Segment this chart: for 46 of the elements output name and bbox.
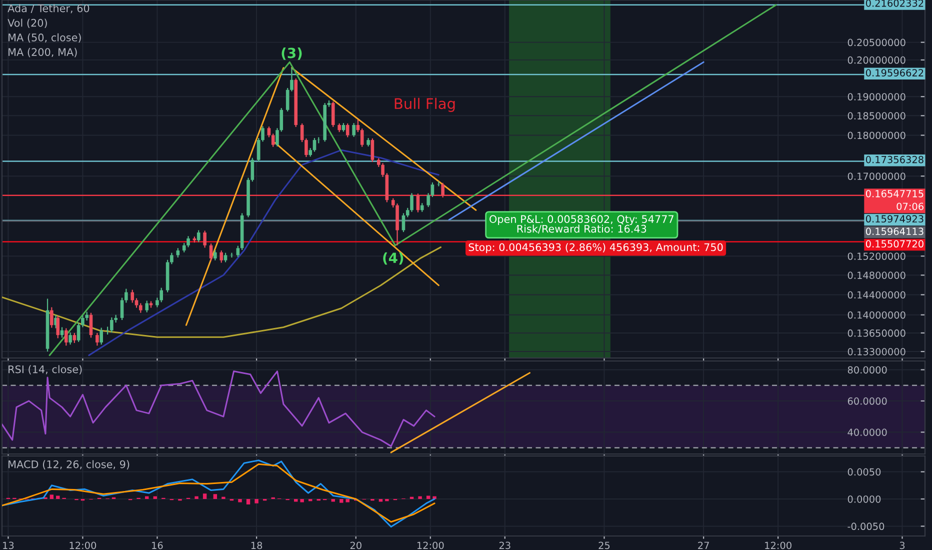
ref-line-label: 0.15507720 — [866, 240, 924, 248]
y-tick-label: 0.18000000 — [848, 132, 906, 140]
ref-line-label: 0.15974923 — [866, 215, 924, 223]
y-tick-label: 0.17000000 — [848, 172, 906, 180]
ref-line-label: 0.17356328 — [866, 156, 924, 164]
y-tick-label: 0.20500000 — [848, 38, 906, 46]
y-tick-label: 0.14400000 — [848, 291, 906, 299]
ref-line-label: 0.16547715 07:06 — [866, 190, 924, 210]
x-tick-label: 27 — [698, 542, 709, 549]
chart-title: RSI (14, close) — [8, 365, 82, 374]
annotation: MA (50, close) — [8, 33, 81, 43]
y-tick-label: 0.14000000 — [848, 311, 906, 319]
y-tick-label: 80.0000 — [848, 366, 887, 374]
x-tick-label: 13 — [3, 542, 14, 550]
chart-title: MACD (12, 26, close, 9) — [8, 460, 130, 470]
x-tick-label: 12:00 — [70, 542, 96, 550]
annotation: Open P&L: 0.00583602, Qty: 54777 Risk/Reward Ratio: 16.43 — [490, 215, 674, 234]
y-tick-label: 60.0000 — [848, 397, 887, 405]
y-tick-label: 40.0000 — [848, 428, 887, 436]
ref-line-label: 0.15964113 — [866, 228, 924, 236]
y-tick-label: -0.0050 — [848, 522, 884, 530]
y-tick-label: 0.15200000 — [848, 252, 906, 260]
y-tick-label: 0.18500000 — [848, 112, 906, 120]
annotation: (4) — [383, 252, 404, 265]
y-tick-label: 0.13300000 — [848, 348, 906, 356]
y-tick-label: 0.19000000 — [848, 93, 906, 100]
x-tick-label: 23 — [499, 542, 510, 550]
annotation: (3) — [282, 47, 302, 60]
annotation: Vol (20) — [8, 18, 47, 28]
x-tick-label: 25 — [598, 542, 610, 550]
x-tick-label: 12:00 — [417, 542, 444, 550]
y-tick-label: 0.20000000 — [848, 56, 906, 64]
x-tick-label: 3 — [900, 542, 905, 550]
annotation: Bull Flag — [394, 98, 455, 112]
x-tick-label: 18 — [251, 542, 262, 550]
x-tick-label: 12:00 — [765, 542, 792, 550]
y-tick-label: 0.0050 — [848, 468, 881, 476]
y-tick-label: 0.0000 — [848, 495, 881, 503]
x-tick-label: 20 — [350, 542, 362, 550]
annotation: Stop: 0.00456393 (2.86%) 456393, Amount: 750 — [468, 243, 723, 254]
ref-line-label: 0.19596622 — [866, 69, 924, 76]
chart-title: Ada / Tether, 60 — [8, 4, 90, 14]
x-tick-label: 16 — [152, 542, 163, 550]
annotation: MA (200, MA) — [8, 48, 77, 58]
y-tick-label: 0.13650000 — [848, 329, 906, 337]
y-tick-label: 0.14800000 — [848, 272, 906, 279]
